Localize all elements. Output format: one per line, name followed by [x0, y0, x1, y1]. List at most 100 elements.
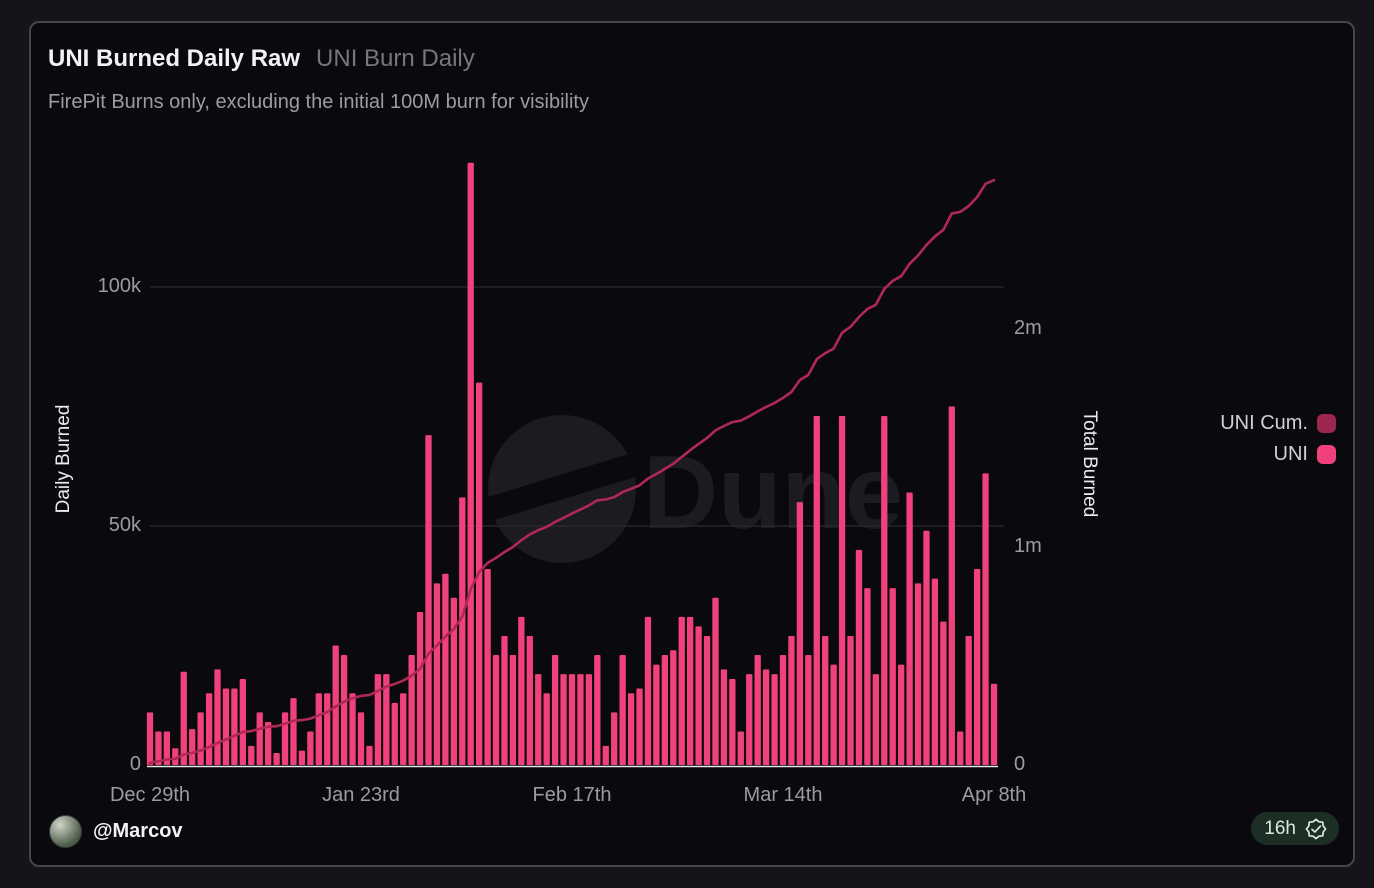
- y-right-axis-title: Total Burned: [1079, 410, 1100, 518]
- bar-day-59: [644, 616, 652, 765]
- x-tick-dec29: Dec 29th: [109, 784, 191, 806]
- bar-day-73: [762, 669, 770, 765]
- bar-day-5: [189, 729, 196, 765]
- bar-day-38: [467, 162, 474, 766]
- bar-day-16: [281, 712, 289, 765]
- bar-day-86: [872, 674, 879, 765]
- bar-day-41: [492, 655, 500, 765]
- title-row: UNI Burned Daily Raw UNI Burn Daily: [48, 45, 475, 73]
- burn-chart: Dune: [146, 162, 1004, 768]
- page-title: UNI Burned Daily Raw: [48, 45, 301, 72]
- bar-day-51: [577, 674, 584, 765]
- bar-day-84: [855, 549, 863, 765]
- legend-item-uni[interactable]: UNI: [1274, 443, 1336, 466]
- bar-day-49: [560, 674, 567, 765]
- bar-day-10: [231, 688, 238, 765]
- bar-day-29: [391, 702, 398, 765]
- bar-day-95: [948, 406, 955, 765]
- cumulative-line: [148, 178, 996, 767]
- bar-day-55: [611, 712, 618, 765]
- bar-day-2: [163, 731, 171, 765]
- refresh-age-badge[interactable]: 16h: [1251, 812, 1339, 845]
- bar-day-14: [265, 721, 272, 765]
- bar-day-99: [982, 473, 989, 765]
- bar-day-56: [619, 655, 626, 765]
- author-avatar: [49, 815, 82, 848]
- x-tick-mar14: Mar 14th: [743, 784, 823, 806]
- bar-day-20: [315, 693, 322, 765]
- bar-day-67: [712, 597, 719, 765]
- bar-day-19: [307, 731, 314, 765]
- bar-day-28: [383, 674, 390, 765]
- bar-day-32: [416, 612, 424, 765]
- bar-day-74: [771, 674, 778, 765]
- bar-day-80: [822, 635, 829, 765]
- y-right-tick-0: 0: [1014, 753, 1026, 775]
- bar-day-83: [847, 635, 854, 765]
- bar-day-69: [729, 678, 736, 765]
- bar-day-60: [653, 664, 660, 765]
- bar-day-53: [594, 655, 601, 765]
- bar-day-78: [805, 655, 812, 765]
- bar-day-45: [526, 635, 533, 765]
- bar-day-35: [442, 573, 449, 765]
- chart-subtitle: FirePit Burns only, excluding the initia…: [48, 91, 589, 113]
- bar-day-92: [923, 530, 930, 765]
- bar-day-3: [172, 748, 179, 765]
- bar-day-34: [433, 583, 441, 765]
- bar-day-90: [906, 492, 913, 765]
- bar-day-50: [568, 674, 576, 765]
- bar-day-96: [957, 731, 964, 765]
- legend-swatch-uni: [1317, 445, 1336, 464]
- bar-day-81: [830, 664, 837, 765]
- bar-day-1: [155, 731, 162, 765]
- page-title-secondary: UNI Burn Daily: [316, 45, 475, 72]
- bar-day-63: [678, 616, 685, 765]
- bar-day-47: [543, 693, 550, 765]
- legend-item-uni-cum[interactable]: UNI Cum.: [1220, 412, 1336, 435]
- bar-day-54: [602, 745, 609, 765]
- bar-day-4: [180, 671, 187, 765]
- bar-day-68: [720, 669, 728, 765]
- bar-day-36: [450, 597, 457, 765]
- bar-day-91: [914, 583, 922, 765]
- bar-day-77: [796, 502, 804, 765]
- bar-day-64: [687, 616, 694, 765]
- bar-day-97: [965, 635, 972, 765]
- bar-day-76: [788, 635, 795, 765]
- chart-panel: UNI Burned Daily Raw UNI Burn Daily FireP…: [29, 21, 1355, 867]
- bar-day-42: [501, 635, 508, 765]
- bar-day-71: [746, 674, 753, 765]
- bar-day-11: [239, 678, 246, 765]
- author-link[interactable]: @Marcov: [49, 815, 183, 848]
- bar-day-75: [779, 655, 787, 765]
- bar-day-87: [881, 416, 888, 765]
- x-tick-feb17: Feb 17th: [532, 784, 612, 806]
- bar-day-46: [535, 674, 542, 765]
- bar-day-27: [374, 674, 382, 765]
- bar-day-37: [459, 497, 466, 765]
- bar-day-7: [205, 693, 213, 765]
- bar-day-25: [357, 712, 365, 765]
- bar-day-15: [273, 753, 280, 765]
- bar-day-24: [349, 693, 356, 765]
- bar-day-88: [889, 588, 896, 765]
- y-left-tick-0: 0: [129, 753, 141, 775]
- bar-day-100: [990, 683, 998, 765]
- bar-day-85: [864, 588, 871, 765]
- y-right-tick-1m: 1m: [1014, 535, 1042, 557]
- legend-label-uni-cum: UNI Cum.: [1220, 412, 1308, 434]
- bar-day-89: [898, 664, 905, 765]
- y-left-tick-50k: 50k: [108, 514, 141, 536]
- author-handle: @Marcov: [93, 820, 183, 842]
- bar-day-40: [484, 569, 491, 765]
- bar-day-72: [754, 655, 761, 765]
- bar-day-98: [973, 569, 981, 765]
- legend-swatch-uni-cum: [1317, 414, 1336, 433]
- bar-day-21: [324, 693, 331, 765]
- bar-day-13: [256, 712, 263, 765]
- refresh-age-text: 16h: [1264, 817, 1296, 839]
- bar-day-12: [248, 745, 255, 765]
- bar-day-17: [290, 698, 297, 765]
- bar-day-52: [585, 674, 593, 765]
